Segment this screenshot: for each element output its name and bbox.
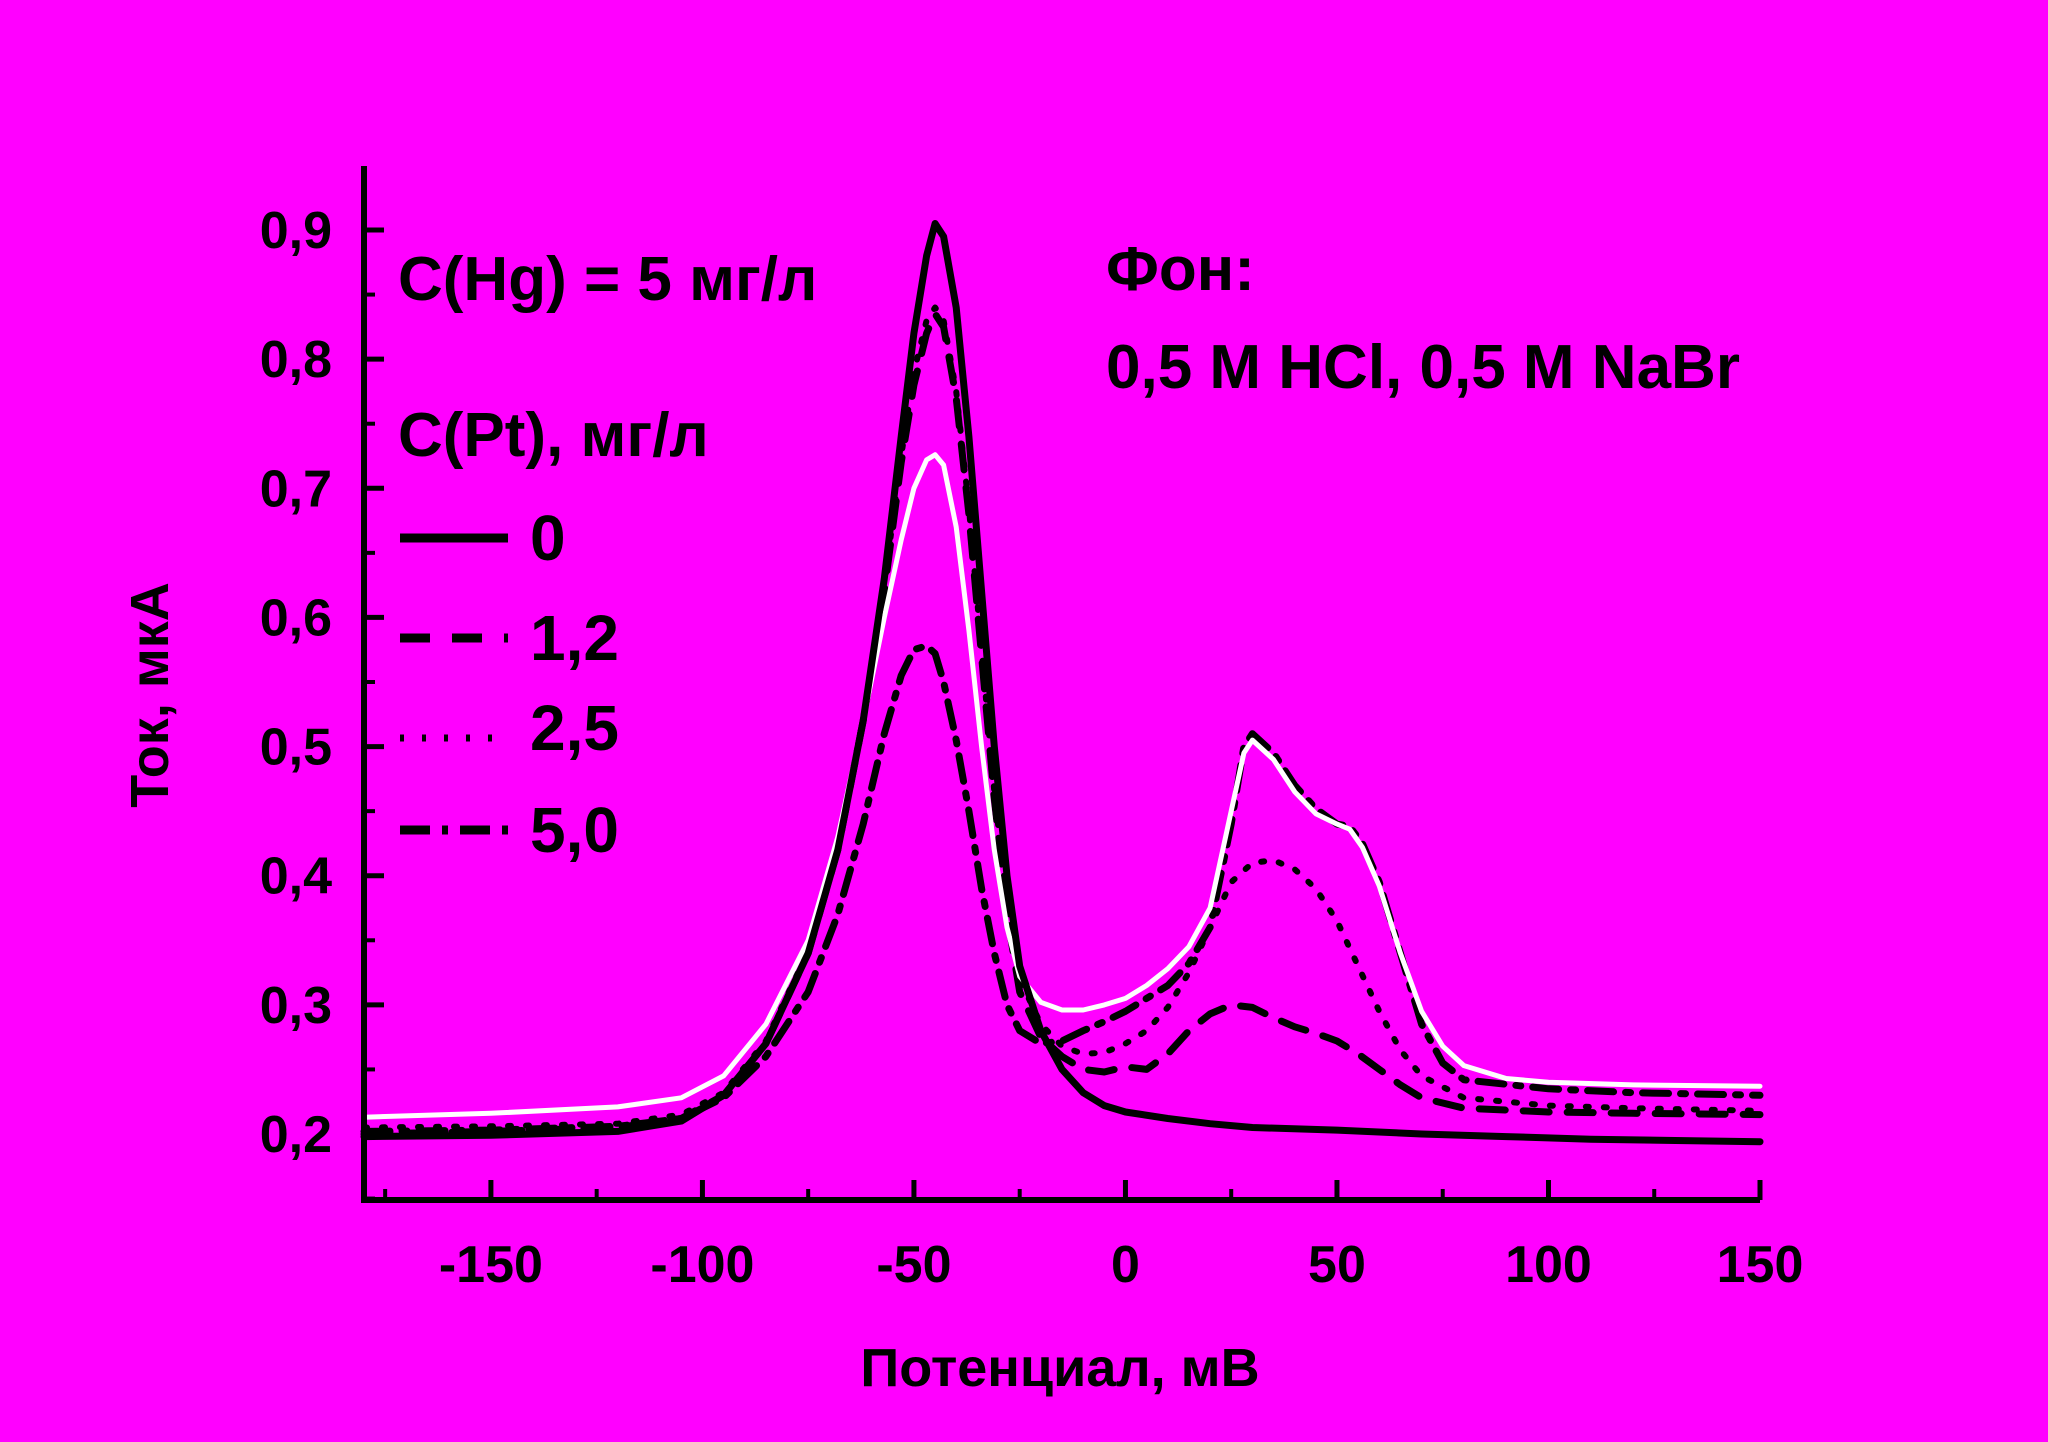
x-tick-label: 150 [1717, 1236, 1804, 1294]
x-tick-label: -150 [439, 1236, 543, 1294]
x-tick-label: 100 [1505, 1236, 1592, 1294]
legend-label-3: 5,0 [530, 794, 619, 866]
y-tick-label: 0,3 [260, 977, 332, 1035]
y-tick-label: 0,8 [260, 331, 332, 389]
series-line-0 [360, 220, 1764, 1146]
ticks-layer: -150 -100 -50 0 50 100 150 0,2 0,3 0,4 0,5 0,6 0,7 0,… [260, 202, 1804, 1294]
x-tick-label: 50 [1308, 1236, 1366, 1294]
legend-label-2: 2,5 [530, 692, 619, 764]
y-axis-title: Ток, мкА [120, 582, 180, 808]
y-tick-label: 0,6 [260, 589, 332, 647]
y-tick-label: 0,4 [260, 848, 332, 906]
y-tick-label: 0,9 [260, 202, 332, 260]
series-line-2 [361, 304, 1763, 1131]
hg-annotation: C(Hg) = 5 мг/л [398, 245, 817, 314]
series-layer [360, 220, 1764, 1146]
legend-label-0: 0 [530, 502, 566, 574]
x-tick-label: 0 [1111, 1236, 1140, 1294]
y-tick-label: 0,5 [260, 719, 332, 777]
y-tick-label: 0,2 [260, 1106, 332, 1164]
x-tick-label: -50 [876, 1236, 951, 1294]
background-value: 0,5 M HCl, 0,5 M NaBr [1106, 333, 1740, 402]
background-label: Фон: [1106, 235, 1255, 304]
legend: C(Pt), мг/л 0 1,2 2,5 5,0 [398, 401, 709, 866]
x-tick-label: -100 [650, 1236, 754, 1294]
x-axis-title: Потенциал, мВ [860, 1338, 1259, 1398]
legend-label-1: 1,2 [530, 602, 619, 674]
y-tick-label: 0,7 [260, 460, 332, 518]
legend-title: C(Pt), мг/л [398, 401, 709, 470]
